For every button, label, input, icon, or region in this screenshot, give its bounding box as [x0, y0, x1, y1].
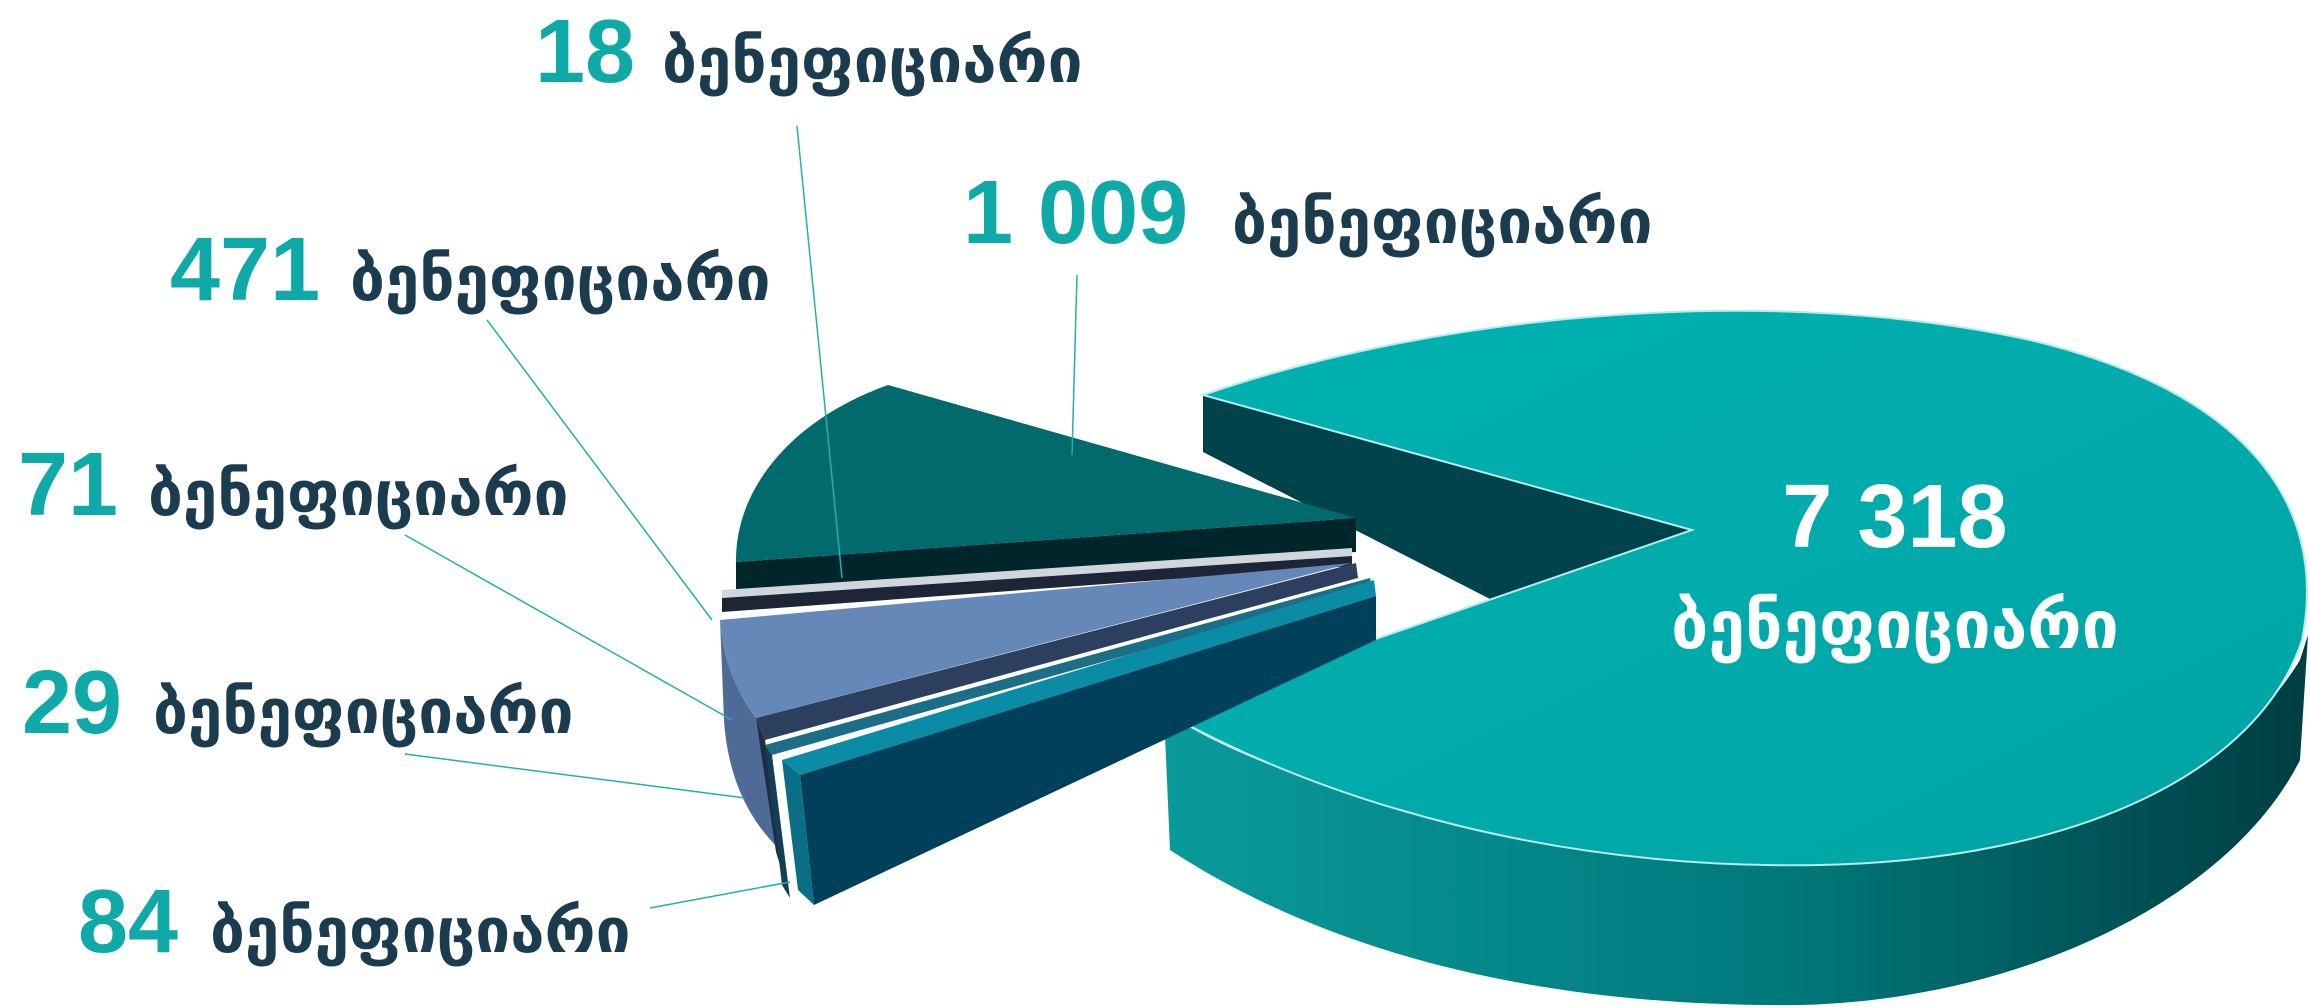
- slice-7318: [1161, 309, 2308, 1006]
- slice-1009-side: [736, 518, 1356, 590]
- slice-dark-strip: [722, 556, 1352, 612]
- label-29-word: ბენეფიციარი: [153, 675, 574, 748]
- label-71: 71 ბენეფიციარი: [18, 435, 569, 535]
- label-7318-value: 7 318: [1782, 467, 2007, 567]
- leader-71: [404, 534, 733, 721]
- label-7318: 7 318 ბენეფიციარი: [1671, 467, 2119, 664]
- slice-471-top: [720, 563, 1352, 718]
- slice-471: [720, 563, 1352, 848]
- slice-1009: [735, 385, 1356, 590]
- label-1009-value: 1 009: [963, 163, 1188, 263]
- label-471-word: ბენეფიციარი: [350, 242, 771, 315]
- slice-7318-side: [1164, 635, 2308, 1006]
- slice-18: [722, 548, 1352, 598]
- label-1009: 1 009 ბენეფიციარი: [963, 163, 1653, 263]
- slice-1009-top: [735, 385, 1356, 562]
- slice-18-top: [722, 548, 1352, 598]
- slice-29-side: [765, 745, 790, 898]
- slice-7318-inner-wall: [1203, 395, 1692, 600]
- leader-471: [486, 319, 713, 621]
- slice-84-front: [782, 760, 814, 905]
- label-1009-word: ბენეფიციარი: [1232, 185, 1653, 258]
- label-29: 29 ბენეფიციარი: [22, 653, 574, 753]
- label-84-word: ბენეფიციარი: [210, 894, 631, 967]
- label-471-value: 471: [170, 220, 320, 320]
- leader-1009: [1071, 274, 1078, 456]
- label-18-value: 18: [535, 2, 635, 102]
- label-84: 84 ბენეფიციარი: [78, 872, 631, 972]
- slice-dark-strip-top: [722, 556, 1352, 612]
- label-471: 471 ბენეფიციარი: [170, 220, 771, 320]
- label-71-value: 71: [18, 435, 118, 535]
- slice-84: [782, 580, 1376, 905]
- slice-29: [765, 578, 1372, 898]
- slice-29-top: [765, 578, 1372, 755]
- label-84-value: 84: [78, 872, 178, 972]
- slice-7318-top: [1161, 309, 2308, 867]
- leader-84: [649, 881, 791, 909]
- label-29-value: 29: [22, 653, 122, 753]
- label-18-word: ბენეფიციარი: [662, 24, 1083, 97]
- slice-71-top: [756, 563, 1358, 740]
- slice-84-top: [782, 580, 1376, 775]
- label-71-word: ბენეფიციარი: [148, 457, 569, 530]
- leader-lines: [404, 125, 1078, 909]
- label-18: 18 ბენეფიციარი: [535, 2, 1083, 102]
- leader-18: [796, 125, 843, 579]
- slice-471-side: [720, 620, 778, 848]
- label-7318-word: ბენეფიციარი: [1671, 587, 2119, 664]
- leader-29: [404, 753, 746, 799]
- slice-84-side: [800, 596, 1376, 905]
